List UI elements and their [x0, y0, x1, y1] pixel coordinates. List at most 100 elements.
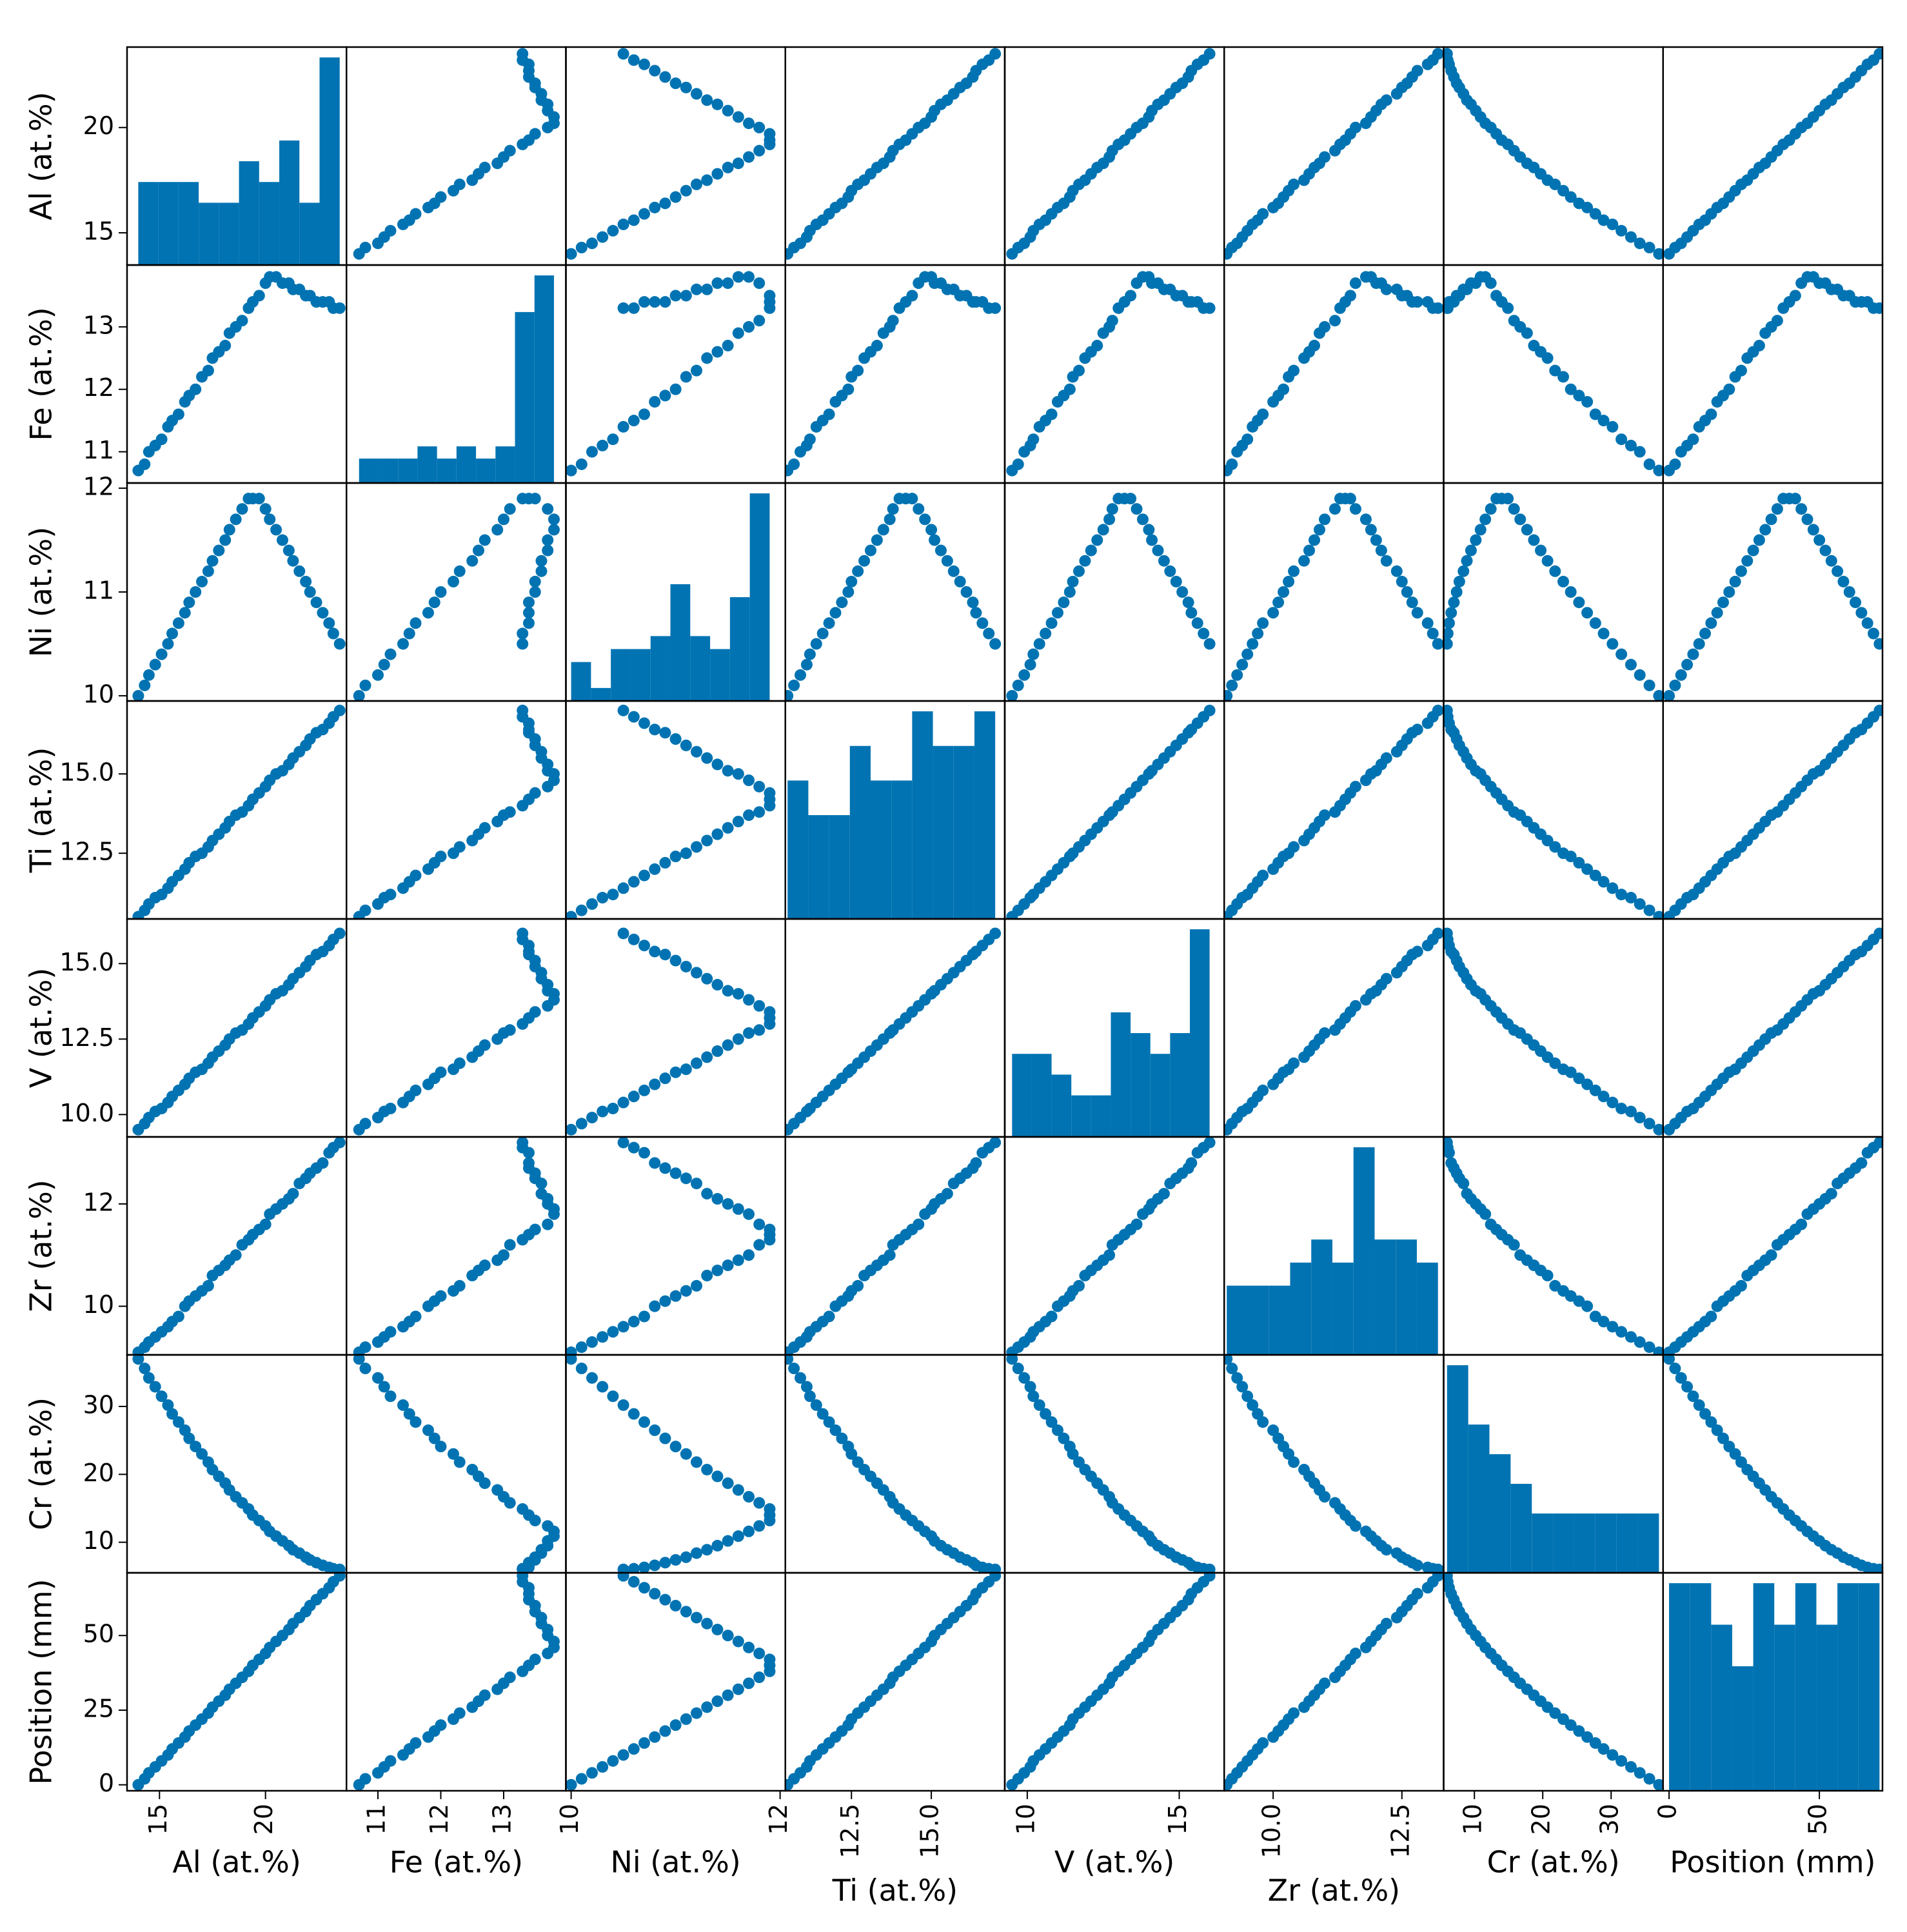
point: [711, 98, 724, 110]
point: [371, 1372, 384, 1384]
point: [691, 88, 703, 100]
cell: [353, 48, 560, 260]
point: [1753, 534, 1765, 546]
point: [649, 724, 661, 736]
point: [287, 1188, 299, 1200]
point: [732, 157, 744, 170]
point: [359, 1118, 371, 1130]
point: [617, 1137, 629, 1148]
point: [1314, 524, 1326, 536]
point: [517, 1563, 529, 1573]
x-tick-label: 10: [1011, 1804, 1040, 1835]
point: [1267, 607, 1280, 619]
point: [453, 178, 466, 190]
point: [816, 1408, 829, 1420]
point: [542, 1218, 554, 1230]
point: [871, 339, 883, 351]
point: [680, 1172, 692, 1185]
point: [1606, 1096, 1619, 1109]
hist-bar: [933, 745, 954, 919]
point: [764, 1653, 776, 1666]
point: [566, 1355, 577, 1365]
point: [1203, 1137, 1216, 1148]
hist-bar: [611, 649, 631, 701]
point: [259, 1218, 272, 1230]
point: [638, 1084, 651, 1096]
point: [586, 1112, 598, 1124]
point: [359, 904, 371, 916]
point: [753, 1520, 766, 1532]
point: [566, 248, 577, 260]
y-tick-label: 12.5: [59, 1023, 114, 1052]
point: [800, 1381, 813, 1393]
point: [711, 277, 724, 290]
point: [202, 565, 214, 577]
point: [213, 544, 225, 557]
point: [143, 1372, 155, 1384]
point: [1067, 575, 1079, 587]
point: [941, 555, 953, 567]
point: [659, 1432, 671, 1444]
point: [435, 1719, 447, 1731]
point: [1514, 1249, 1527, 1261]
point: [691, 1456, 703, 1468]
point: [691, 178, 703, 190]
x-tick-label: 50: [1804, 1804, 1832, 1835]
point: [196, 575, 208, 587]
cell: [353, 1573, 560, 1791]
point: [1717, 1432, 1729, 1444]
cell: [138, 57, 340, 265]
point: [722, 104, 734, 117]
point: [627, 1316, 640, 1328]
point: [1843, 586, 1855, 598]
point: [1573, 197, 1585, 210]
point: [638, 296, 651, 308]
point: [435, 1290, 447, 1302]
point: [1705, 1310, 1717, 1323]
point: [1443, 704, 1453, 716]
point: [743, 809, 755, 822]
y-tick-label: 25: [83, 1694, 114, 1722]
point: [327, 627, 339, 640]
point: [1470, 534, 1482, 546]
point: [764, 290, 776, 302]
point: [1380, 94, 1392, 106]
point: [1735, 565, 1747, 577]
point: [954, 575, 966, 587]
y-tick-label: 10.0: [59, 1099, 114, 1127]
point: [1625, 439, 1637, 451]
point: [333, 1563, 346, 1573]
hist-bar: [1189, 929, 1210, 1137]
point: [627, 415, 640, 427]
point: [1711, 1424, 1723, 1436]
point: [1349, 780, 1361, 793]
hist-bar: [158, 182, 179, 265]
point: [1072, 565, 1085, 577]
cell: [566, 1137, 776, 1355]
point: [722, 1477, 734, 1490]
point: [1085, 544, 1097, 557]
point: [1329, 315, 1341, 327]
point: [1606, 218, 1619, 230]
point: [1344, 290, 1356, 302]
point: [659, 1593, 671, 1606]
point: [732, 1635, 744, 1648]
point: [711, 346, 724, 358]
point: [529, 787, 541, 799]
point: [333, 302, 346, 314]
point: [1432, 302, 1444, 314]
point: [333, 927, 346, 940]
point: [1606, 1749, 1619, 1761]
point: [919, 513, 931, 526]
point: [172, 1416, 184, 1428]
point: [410, 1416, 422, 1428]
point: [617, 1563, 629, 1573]
point: [219, 534, 232, 546]
axis-label: Al (at.%): [24, 92, 59, 220]
x-tick-label: 15.0: [916, 1804, 944, 1858]
hist-bar: [571, 662, 591, 701]
point: [1045, 408, 1058, 420]
point: [1018, 669, 1031, 681]
point: [691, 1178, 703, 1190]
point: [359, 241, 371, 253]
